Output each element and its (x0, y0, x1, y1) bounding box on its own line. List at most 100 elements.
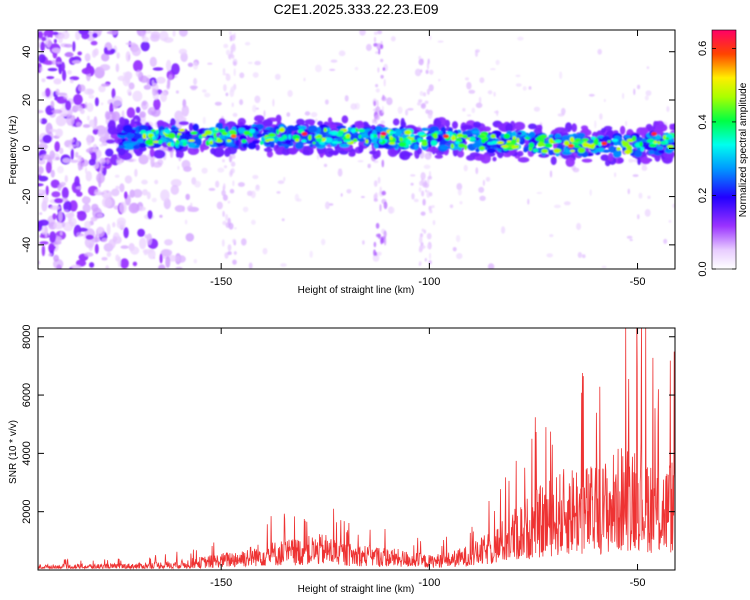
heatmap-cell (98, 85, 106, 93)
heatmap-cell (101, 196, 113, 208)
heatmap-cell (561, 135, 571, 143)
heatmap-cell (215, 180, 220, 188)
heatmap-cell (263, 147, 273, 152)
snr-y-tick-label: 4000 (21, 441, 33, 465)
heatmap-cell (115, 254, 120, 262)
spectrogram-x-tick-label: -50 (630, 276, 646, 288)
heatmap-cell (73, 94, 83, 106)
heatmap-cell (55, 156, 60, 161)
heatmap-cell (577, 132, 586, 138)
spectrogram-x-tick-label: -100 (418, 276, 440, 288)
heatmap-cell (65, 30, 68, 33)
heatmap-cell (456, 133, 464, 138)
heatmap-cell (295, 138, 300, 142)
heatmap-cell (281, 218, 285, 222)
heatmap-cell (190, 86, 197, 91)
heatmap-cell (424, 100, 429, 105)
heatmap-cell (115, 142, 119, 149)
heatmap-cell (225, 92, 229, 97)
heatmap-cell (177, 150, 184, 159)
heatmap-cell (469, 152, 481, 157)
heatmap-cell (387, 206, 395, 214)
heatmap-cell (85, 234, 94, 240)
heatmap-cell (424, 180, 428, 188)
spectrogram-y-tick-label: 40 (21, 46, 33, 58)
heatmap-cell (554, 140, 562, 143)
heatmap-cell (64, 52, 74, 57)
heatmap-cell (389, 131, 396, 134)
heatmap-cell (358, 128, 365, 133)
heatmap-cell (612, 150, 622, 158)
heatmap-cell (52, 213, 57, 220)
heatmap-cell (166, 83, 170, 90)
heatmap-cell (88, 158, 96, 166)
heatmap-cell (123, 227, 129, 239)
heatmap-cell (226, 139, 232, 143)
heatmap-cell (125, 133, 134, 139)
heatmap-cell (420, 211, 426, 216)
heatmap-cell (74, 151, 79, 158)
heatmap-cell (230, 86, 236, 93)
heatmap-cell (487, 90, 493, 95)
heatmap-cell (188, 139, 195, 142)
heatmap-cell (74, 176, 80, 188)
heatmap-cell (366, 43, 372, 52)
heatmap-cell (546, 253, 553, 258)
heatmap-cell (222, 220, 227, 226)
heatmap-cell (84, 101, 88, 110)
heatmap-cell (208, 187, 216, 191)
heatmap-cell (81, 161, 84, 170)
heatmap-cell (262, 129, 270, 133)
heatmap-cell (142, 101, 147, 106)
heatmap-cell (321, 238, 326, 246)
heatmap-cell (631, 135, 637, 142)
heatmap-cell (467, 114, 472, 117)
heatmap-cell (510, 139, 517, 145)
heatmap-cell (375, 84, 379, 88)
heatmap-cell (56, 61, 63, 65)
heatmap-cell (42, 134, 52, 144)
heatmap-cell (77, 84, 86, 92)
heatmap-cell (563, 201, 571, 206)
colorbar-tick-label: 0.0 (697, 261, 709, 276)
heatmap-cell (195, 138, 202, 147)
heatmap-cell (380, 44, 384, 49)
heatmap-cell (565, 157, 575, 168)
heatmap-cell (140, 130, 147, 135)
heatmap-cell (544, 143, 553, 148)
heatmap-cell (641, 165, 648, 171)
heatmap-cell (344, 95, 349, 102)
heatmap-cell (368, 146, 372, 152)
heatmap-cell (624, 149, 631, 155)
heatmap-cell (373, 142, 379, 149)
heatmap-cell (471, 130, 481, 134)
heatmap-cell (142, 189, 148, 196)
heatmap-cell (658, 149, 665, 154)
heatmap-cell (101, 83, 110, 87)
heatmap-cell (230, 45, 236, 53)
heatmap-cell (399, 136, 404, 142)
heatmap-cell (272, 98, 275, 107)
heatmap-cell (479, 77, 485, 84)
heatmap-cell (571, 141, 580, 146)
heatmap-cell (346, 189, 352, 194)
heatmap-cell (128, 158, 134, 162)
heatmap-cell (427, 111, 433, 119)
spectrogram-y-label: Frequency (Hz) (8, 116, 19, 185)
heatmap-cell (561, 107, 566, 115)
heatmap-cell (327, 117, 333, 124)
heatmap-cell (301, 139, 307, 143)
heatmap-cell (316, 134, 323, 138)
heatmap-cell (55, 128, 63, 138)
heatmap-cell (138, 142, 147, 148)
heatmap-cell (77, 51, 82, 56)
heatmap-cell (160, 189, 170, 202)
spectrogram-panel: -150 -100 -50 -40 -20 0 20 40 Height of straig… (8, 29, 676, 296)
colorbar-gradient (712, 30, 736, 269)
heatmap-cell (43, 30, 53, 38)
heatmap-cell (524, 136, 531, 140)
heatmap-cell (45, 87, 51, 98)
heatmap-cell (388, 142, 396, 145)
heatmap-cell (483, 126, 491, 132)
heatmap-cell (231, 54, 235, 59)
